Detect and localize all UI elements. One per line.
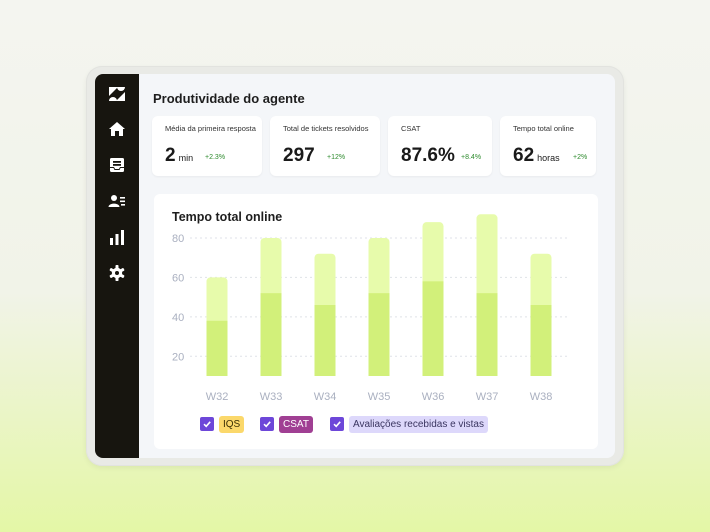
x-tick-label: W34: [314, 391, 337, 403]
metric-card-csat[interactable]: CSAT 87.6% +8.4%: [388, 116, 492, 176]
x-tick-label: W37: [476, 391, 499, 403]
metric-delta: +2.3%: [205, 154, 226, 161]
x-tick-label: W38: [530, 391, 553, 403]
zendesk-logo-icon[interactable]: [107, 84, 127, 104]
y-tick-label: 60: [172, 272, 184, 284]
metric-card-total-online-time[interactable]: Tempo total online 62 horas +2%: [500, 116, 596, 176]
chart-title: Tempo total online: [172, 210, 283, 224]
metric-value: 87.6%: [401, 145, 455, 167]
y-tick-label: 40: [172, 312, 184, 324]
bar-base-segment: [530, 305, 552, 376]
metric-number: 2: [165, 145, 176, 166]
metric-label: CSAT: [401, 124, 421, 133]
legend-item-csat[interactable]: CSAT: [260, 415, 313, 433]
bar-chart: 20 40 60 80 W32 W33 W34 W35 W36 W37 W38: [172, 214, 568, 403]
y-tick-label: 80: [172, 233, 184, 245]
sidebar: [95, 74, 139, 458]
metric-value: 62 horas: [513, 145, 560, 167]
x-tick-label: W35: [368, 391, 391, 403]
x-tick-label: W36: [422, 391, 445, 403]
metric-card-tickets-resolved[interactable]: Total de tickets resolvidos 297 +12%: [270, 116, 380, 176]
bar-base-segment: [314, 305, 336, 376]
metric-value: 297: [283, 145, 315, 167]
metric-value: 2 min: [165, 145, 193, 167]
legend-label: IQS: [219, 415, 245, 433]
legend-item-avaliacoes[interactable]: Avaliações recebidas e vistas: [330, 415, 488, 433]
checkmark-icon: [333, 421, 341, 428]
bar-base-segment: [368, 293, 390, 376]
bar-base-segment: [476, 293, 498, 376]
checkmark-icon: [203, 421, 211, 428]
legend-item-iqs[interactable]: IQS: [200, 415, 245, 433]
chart-panel: Tempo total online 20 40 60 80 W32 W33 W34 W35 W…: [154, 194, 598, 449]
metric-number: 297: [283, 145, 315, 166]
metric-number: 87.6%: [401, 145, 455, 166]
reports-chart-icon[interactable]: [107, 227, 127, 247]
app-screen: Produtividade do agente Média da primeir…: [95, 74, 615, 458]
inbox-icon[interactable]: [107, 155, 127, 175]
metric-number: 62: [513, 145, 535, 166]
x-tick-label: W33: [260, 391, 283, 403]
metric-label: Média da primeira resposta: [165, 124, 256, 133]
checkbox-csat[interactable]: [260, 417, 274, 431]
metric-unit: horas: [537, 153, 560, 163]
settings-gear-icon[interactable]: [107, 263, 127, 283]
metric-label: Total de tickets resolvidos: [283, 124, 369, 133]
bar-base-segment: [206, 320, 228, 376]
checkbox-avaliacoes[interactable]: [330, 417, 344, 431]
bar-base-segment: [422, 281, 444, 376]
metric-card-first-response[interactable]: Média da primeira resposta 2 min +2.3%: [152, 116, 262, 176]
metric-label: Tempo total online: [513, 124, 574, 133]
metric-delta: +2%: [573, 154, 588, 161]
x-tick-label: W32: [206, 391, 229, 403]
checkmark-icon: [263, 421, 271, 428]
contacts-icon[interactable]: [107, 191, 127, 211]
metric-delta: +12%: [327, 154, 346, 161]
legend-label: CSAT: [279, 415, 313, 433]
metric-delta: +8.4%: [461, 154, 482, 161]
y-tick-label: 20: [172, 351, 184, 363]
checkbox-iqs[interactable]: [200, 417, 214, 431]
metric-unit: min: [178, 153, 194, 163]
bar-base-segment: [260, 293, 282, 376]
page-title: Produtividade do agente: [153, 91, 305, 106]
home-icon[interactable]: [107, 119, 127, 139]
legend-label: Avaliações recebidas e vistas: [349, 415, 488, 433]
